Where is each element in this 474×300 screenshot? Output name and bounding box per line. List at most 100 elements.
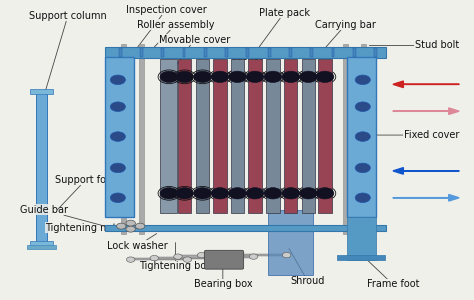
Circle shape [127,257,135,262]
Bar [178,255,254,257]
Bar [310,49,313,57]
FancyBboxPatch shape [346,57,376,217]
Circle shape [249,254,258,259]
Circle shape [228,71,246,82]
Bar [353,49,356,57]
Circle shape [355,75,370,85]
Bar [246,49,249,57]
Circle shape [193,188,211,199]
Bar [225,49,228,57]
Bar [361,44,365,234]
Text: Bearing box: Bearing box [193,266,252,289]
Text: Carrying bar: Carrying bar [315,20,376,52]
Circle shape [193,71,211,82]
Circle shape [110,132,126,141]
Circle shape [355,132,370,141]
FancyArrow shape [393,194,459,201]
Circle shape [136,223,145,229]
Bar [268,49,271,57]
Circle shape [126,220,136,226]
Circle shape [211,188,229,199]
Circle shape [355,193,370,202]
Bar [201,254,287,256]
Bar [343,44,348,234]
Circle shape [150,255,158,261]
Text: Inspection cover: Inspection cover [126,5,207,47]
Bar [374,49,377,57]
Circle shape [110,163,126,173]
Circle shape [300,188,318,199]
Bar [204,49,207,57]
Text: Plate pack: Plate pack [256,8,310,52]
Circle shape [110,102,126,112]
Circle shape [264,71,282,82]
FancyBboxPatch shape [160,59,177,213]
Text: Stud bolt: Stud bolt [369,40,459,50]
Circle shape [110,193,126,202]
Circle shape [355,102,370,112]
FancyBboxPatch shape [248,59,262,213]
Circle shape [175,71,193,82]
Text: Lock washer: Lock washer [108,234,168,250]
Bar [289,49,292,57]
FancyArrow shape [393,81,459,88]
FancyBboxPatch shape [178,59,191,213]
Bar [155,257,220,259]
Circle shape [117,223,126,229]
Circle shape [355,163,370,173]
Circle shape [197,252,206,258]
Bar [105,225,386,231]
Text: Shroud: Shroud [289,248,325,286]
Text: Guide bar: Guide bar [19,205,105,226]
Text: Fixed cover: Fixed cover [376,130,459,140]
FancyBboxPatch shape [213,59,227,213]
FancyBboxPatch shape [284,59,298,213]
Bar [30,241,53,246]
Text: Roller assembly: Roller assembly [137,20,214,52]
FancyBboxPatch shape [266,59,280,213]
Bar [337,255,385,260]
Bar [121,44,126,234]
FancyBboxPatch shape [105,57,134,217]
Bar [139,44,144,234]
FancyBboxPatch shape [204,250,244,269]
Bar [27,245,56,249]
Text: Movable cover: Movable cover [159,34,230,66]
Circle shape [283,252,291,258]
Circle shape [264,188,282,199]
Circle shape [228,188,246,199]
Bar [182,49,185,57]
Text: Support foot: Support foot [55,175,116,210]
Text: Frame foot: Frame foot [365,257,419,290]
Circle shape [246,71,264,82]
FancyBboxPatch shape [231,59,244,213]
Circle shape [300,71,318,82]
Circle shape [173,254,182,259]
FancyArrow shape [393,108,459,115]
FancyBboxPatch shape [196,59,209,213]
Text: Gasket: Gasket [223,52,264,78]
Text: Tightening nut: Tightening nut [46,223,138,232]
Bar [331,49,334,57]
Circle shape [216,255,225,261]
Circle shape [282,188,300,199]
Circle shape [160,71,178,82]
Bar [105,47,386,58]
Circle shape [183,257,191,262]
Circle shape [110,75,126,85]
Bar [131,258,187,260]
FancyBboxPatch shape [302,59,315,213]
Circle shape [282,71,300,82]
FancyBboxPatch shape [268,210,313,275]
Bar [119,49,122,57]
Text: Tightening bolt: Tightening bolt [138,243,212,272]
Text: Support column: Support column [29,11,107,90]
FancyBboxPatch shape [318,59,331,213]
Bar [30,89,53,94]
Circle shape [175,188,193,199]
Bar [36,90,46,246]
Bar [346,217,376,260]
Circle shape [316,71,334,82]
Bar [161,49,164,57]
Circle shape [316,188,334,199]
